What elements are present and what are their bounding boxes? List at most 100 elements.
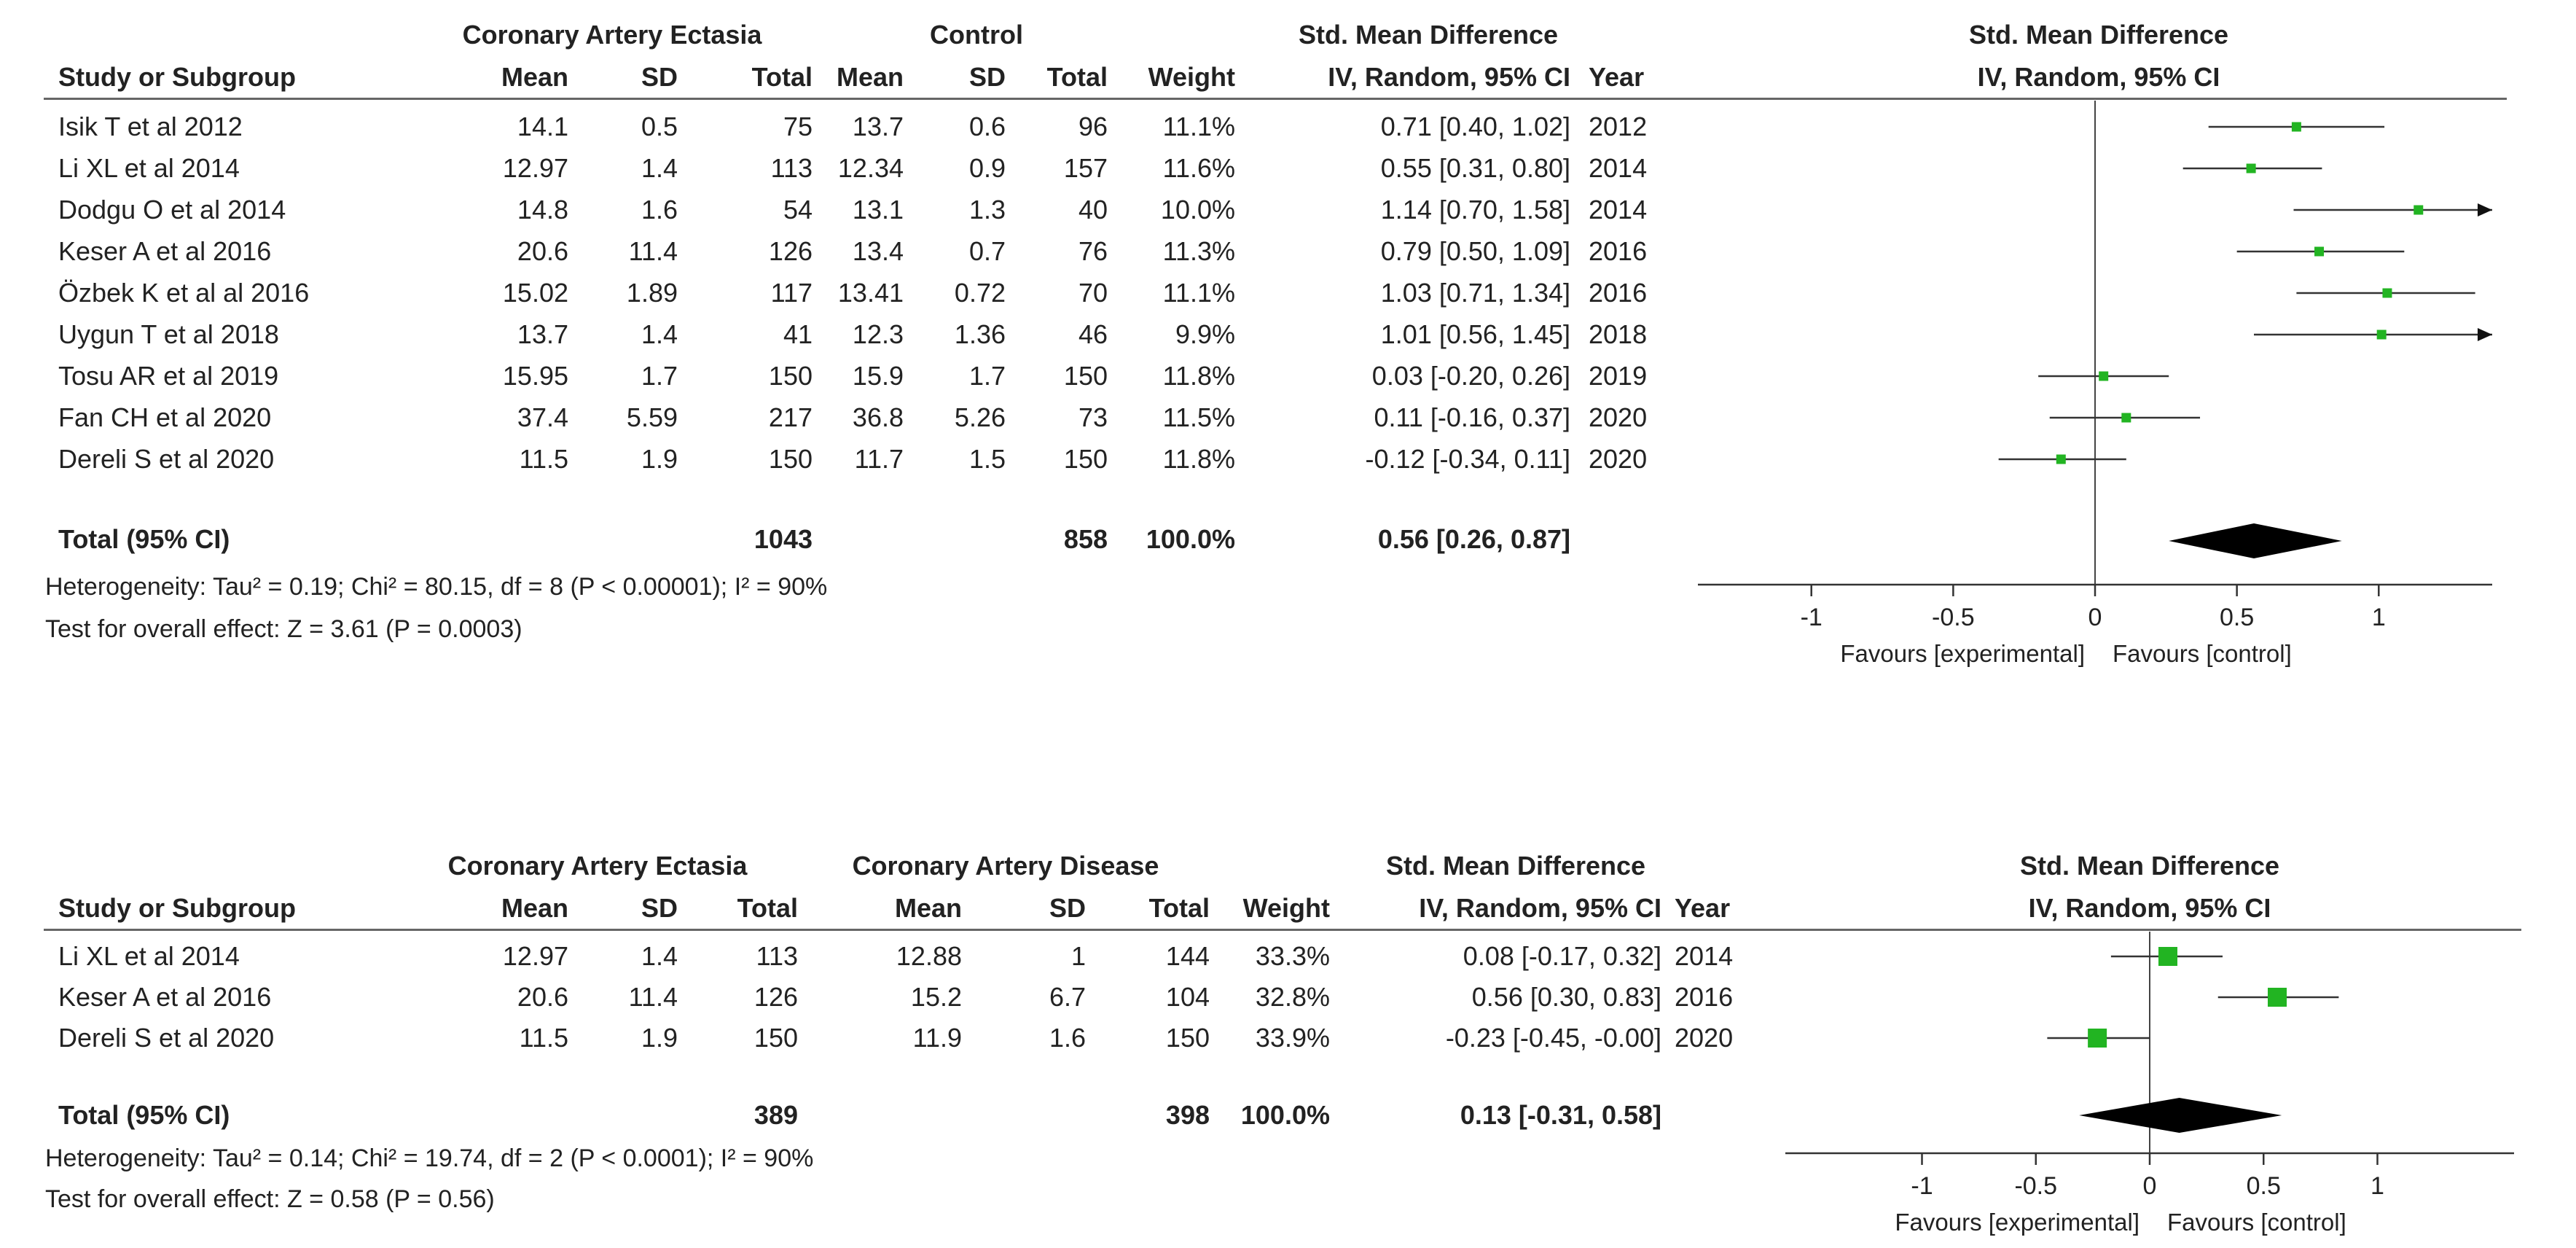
col-sd-e: SD — [641, 893, 678, 923]
mean-e: 11.5 — [519, 444, 568, 474]
mean-e: 12.97 — [502, 941, 568, 971]
total-label: Total (95% CI) — [58, 524, 230, 554]
total-c: 40 — [1078, 195, 1108, 225]
overall-effect-text: Test for overall effect: Z = 3.61 (P = 0… — [45, 615, 522, 643]
x-tick-label: 0 — [2088, 604, 2102, 631]
point-estimate — [2314, 246, 2325, 257]
sd-c: 1.3 — [968, 195, 1006, 225]
study-year: 2020 — [1589, 444, 1648, 474]
col-mean-c: Mean — [836, 62, 904, 92]
mean-e: 11.5 — [519, 1023, 568, 1053]
col-total-c: Total — [1046, 62, 1108, 92]
total-e: 54 — [783, 195, 813, 225]
sd-e: 11.4 — [628, 236, 678, 266]
study-name: Tosu AR et al 2019 — [58, 361, 279, 391]
mean-e: 15.02 — [502, 278, 568, 308]
study-year: 2019 — [1589, 361, 1648, 391]
mean-c: 13.1 — [852, 195, 904, 225]
sd-c: 0.7 — [968, 236, 1006, 266]
col-year: Year — [1589, 62, 1645, 92]
study-name: Dereli S et al 2020 — [58, 444, 275, 474]
study-year: 2018 — [1589, 319, 1648, 349]
mean-e: 14.1 — [517, 112, 568, 141]
study-name: Li XL et al 2014 — [58, 153, 240, 183]
total-c: 150 — [1063, 361, 1108, 391]
col-total-e: Total — [737, 893, 798, 923]
total-c: 858 — [1063, 524, 1108, 554]
weight: 11.8% — [1162, 444, 1235, 474]
ci-value: -0.23 [-0.45, -0.00] — [1445, 1023, 1661, 1053]
total-e: 1043 — [753, 524, 813, 554]
sd-e: 1.89 — [626, 278, 678, 308]
sd-e: 1.4 — [641, 153, 678, 183]
weight: 33.3% — [1255, 941, 1330, 971]
study-year: 2014 — [1589, 195, 1648, 225]
weight: 9.9% — [1175, 319, 1235, 349]
weight: 32.8% — [1255, 982, 1330, 1012]
truncation-arrow — [2478, 328, 2492, 341]
total-e: 75 — [783, 112, 813, 141]
weight: 11.5% — [1162, 402, 1235, 432]
total-c: 150 — [1165, 1023, 1210, 1053]
point-estimate — [2376, 329, 2387, 340]
study-year: 2016 — [1589, 236, 1648, 266]
plot-header: Std. Mean Difference — [1968, 20, 2229, 50]
mean-c: 12.88 — [896, 941, 962, 971]
point-estimate — [2088, 1029, 2107, 1048]
col-study: Study or Subgroup — [58, 62, 296, 92]
weight: 11.8% — [1162, 361, 1235, 391]
total-c: 157 — [1063, 153, 1108, 183]
ci-value: 0.03 [-0.20, 0.26] — [1371, 361, 1570, 391]
pooled-diamond — [2079, 1098, 2282, 1133]
group-header-experimental: Coronary Artery Ectasia — [447, 851, 748, 881]
x-tick-label: 1 — [2372, 604, 2386, 631]
total-e: 150 — [768, 444, 813, 474]
header-rule — [44, 929, 2521, 931]
sd-e: 1.7 — [641, 361, 678, 391]
sd-c: 0.6 — [968, 112, 1006, 141]
x-tick-label: -0.5 — [2014, 1172, 2057, 1200]
mean-c: 15.9 — [852, 361, 904, 391]
study-year: 2016 — [1589, 278, 1648, 308]
point-estimate — [2158, 947, 2177, 966]
col-mean-e: Mean — [501, 62, 568, 92]
sd-e: 1.4 — [641, 941, 678, 971]
mean-c: 15.2 — [910, 982, 962, 1012]
col-sd-c: SD — [968, 62, 1006, 92]
study-name: Dodgu O et al 2014 — [58, 195, 286, 225]
col-sd-c: SD — [1049, 893, 1086, 923]
mean-c: 36.8 — [852, 402, 904, 432]
total-e: 389 — [753, 1100, 798, 1130]
total-weight: 100.0% — [1240, 1100, 1330, 1130]
mean-c: 11.9 — [912, 1023, 962, 1053]
study-name: Keser A et al 2016 — [58, 236, 272, 266]
point-estimate — [2382, 288, 2392, 298]
weight: 33.9% — [1255, 1023, 1330, 1053]
sd-e: 1.9 — [641, 444, 678, 474]
mean-e: 12.97 — [502, 153, 568, 183]
group-header-experimental: Coronary Artery Ectasia — [462, 20, 762, 50]
study-year: 2016 — [1675, 982, 1734, 1012]
col-sd-e: SD — [641, 62, 678, 92]
col-total-e: Total — [751, 62, 813, 92]
ci-value: 0.56 [0.30, 0.83] — [1471, 982, 1661, 1012]
ci-value: 0.08 [-0.17, 0.32] — [1463, 941, 1661, 971]
mean-c: 13.7 — [852, 112, 904, 141]
mean-e: 15.95 — [502, 361, 568, 391]
col-plot-ci: IV, Random, 95% CI — [2028, 893, 2271, 923]
total-ci-value: 0.56 [0.26, 0.87] — [1377, 524, 1570, 554]
study-name: Keser A et al 2016 — [58, 982, 272, 1012]
ci-value: 0.71 [0.40, 1.02] — [1380, 112, 1570, 141]
sd-c: 1.6 — [1049, 1023, 1086, 1053]
point-estimate — [2121, 413, 2131, 423]
effect-header: Std. Mean Difference — [1385, 851, 1646, 881]
study-name: Uygun T et al 2018 — [58, 319, 279, 349]
total-e: 41 — [783, 319, 813, 349]
col-ci: IV, Random, 95% CI — [1419, 893, 1661, 923]
mean-c: 12.3 — [852, 319, 904, 349]
mean-e: 14.8 — [517, 195, 568, 225]
forest-plot-control: Coronary Artery Ectasia Control Std. Mea… — [44, 20, 2507, 667]
col-mean-c: Mean — [894, 893, 962, 923]
weight: 11.1% — [1162, 112, 1235, 141]
study-year: 2014 — [1675, 941, 1734, 971]
